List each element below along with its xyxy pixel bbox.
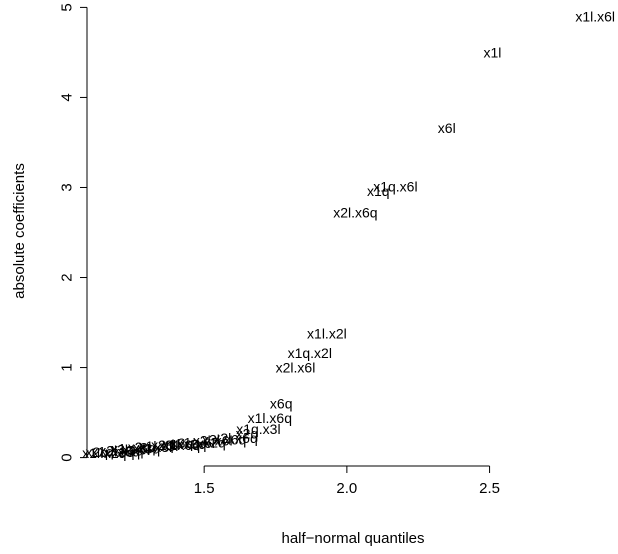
point-label: x6l [438, 120, 456, 136]
point-label: x1q.x6q [91, 443, 140, 459]
x-tick-label: 2.0 [336, 480, 357, 497]
point-label: x2q [236, 425, 259, 441]
point-label: x1q.x6l [373, 179, 417, 195]
point-label: x1l.x6q [248, 410, 292, 426]
point-label: x2l.x6l [276, 360, 316, 376]
point-label: x2l.x6q [213, 430, 257, 446]
y-tick-label: 1 [59, 363, 76, 371]
point-label: x3l.x6q [202, 432, 246, 448]
point-label: x1l.x2l [307, 325, 347, 341]
point-label: x1q.x2l [288, 345, 332, 361]
point-label: x2l.x6q [333, 205, 377, 221]
point-label: x2q.x3q [85, 444, 134, 460]
point-label: x1l [483, 44, 501, 60]
point-label: x3l.x6l [110, 441, 150, 457]
point-label: x2l.x3q [99, 442, 143, 458]
point-label: x2q.x6q [151, 437, 200, 453]
y-axis-title: absolute coefficients [11, 163, 28, 299]
y-tick-label: 3 [59, 183, 76, 191]
point-label: x1l.x3q [162, 436, 206, 452]
y-tick-label: 2 [59, 273, 76, 281]
x-tick-label: 2.5 [479, 480, 500, 497]
point-label: x1q.x3q [111, 441, 160, 457]
point-label: x1q [367, 183, 390, 199]
x-tick-label: 1.5 [194, 480, 215, 497]
x-axis-title: half−normal quantiles [281, 530, 424, 547]
x-axis-ticks: 1.5 2.0 2.5 [194, 466, 500, 497]
y-tick-label: 0 [59, 453, 76, 461]
point-label: x3q.x6l [171, 435, 215, 451]
point-label: x1q.x3l [236, 421, 280, 437]
y-tick-label: 5 [59, 3, 76, 11]
point-label: x1l.x3l [139, 438, 179, 454]
point-label: x1l.x6l [575, 8, 615, 24]
axes: 1.5 2.0 2.5 0 1 2 3 4 5 [59, 3, 500, 497]
point-label: x3l [158, 437, 176, 453]
point-label: x1q.x2q [177, 434, 226, 450]
y-axis-ticks: 0 1 2 3 4 5 [59, 3, 87, 462]
point-label: x2l.x6l [193, 432, 233, 448]
point-label: x3q [133, 440, 156, 456]
point-label: x6q [270, 396, 293, 412]
point-label: x2q.x3l [128, 439, 172, 455]
y-tick-label: 4 [59, 93, 76, 101]
point-label: x1l.x2q [82, 445, 126, 461]
